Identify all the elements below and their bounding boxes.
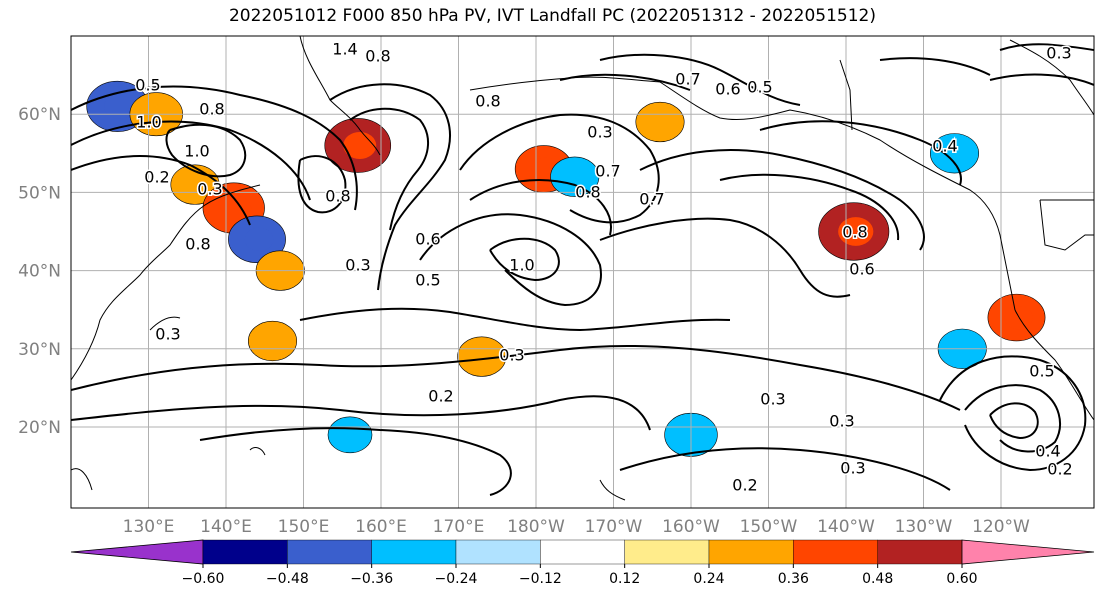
contour-label: 0.3 — [345, 256, 370, 275]
colorbar-segment — [455, 539, 541, 565]
lon-label: 170°W — [585, 517, 643, 537]
contour-label: 0.8 — [325, 187, 350, 206]
colorbar-segment — [202, 539, 288, 565]
contour-label: 0.5 — [747, 78, 772, 97]
contour-label: 0.2 — [428, 387, 453, 406]
lat-label: 50°N — [18, 183, 61, 203]
latitude-labels: 60°N 50°N 40°N 30°N 20°N — [18, 105, 61, 438]
colorbar-segment — [371, 539, 457, 565]
contour-label: 1.0 — [509, 256, 534, 275]
contour-label: 0.3 — [499, 346, 524, 365]
colorbar-tick-label: 0.48 — [862, 571, 893, 587]
contour-label: 0.3 — [829, 412, 854, 431]
contour-label: 0.8 — [475, 92, 500, 111]
colorbar-segment — [287, 539, 372, 565]
colorbar-segments — [70, 539, 1095, 565]
contour-label: 0.6 — [849, 260, 874, 279]
contour-label: 0.3 — [1046, 44, 1071, 63]
lat-label: 40°N — [18, 262, 61, 282]
lon-label: 130°E — [123, 517, 175, 537]
contour-label: 0.8 — [185, 235, 210, 254]
contour-label: 1.0 — [136, 113, 161, 132]
plot-area: 1.4 0.8 0.5 0.8 0.8 0.7 0.6 0.5 1.0 0.8 0.2 0.3 0.6 0… — [71, 36, 1094, 508]
colorbar-ticks: −0.60 −0.48 −0.36 −0.24 −0.12 0.12 0.24 0.36 0.4… — [182, 564, 978, 587]
contour-label: 0.2 — [144, 168, 169, 187]
contour-label: 0.5 — [135, 76, 160, 95]
contour-label: 1.4 — [332, 40, 357, 59]
colorbar-tick-label: 0.24 — [693, 571, 724, 587]
contour-label: 0.8 — [842, 223, 867, 242]
lat-label: 30°N — [18, 340, 61, 360]
lat-label: 20°N — [18, 418, 61, 438]
colorbar-segment — [793, 539, 878, 565]
colorbar-tick-label: −0.24 — [435, 571, 478, 587]
lon-label: 160°E — [355, 517, 407, 537]
colorbar-tick-label: −0.60 — [182, 571, 225, 587]
contour-label: 0.7 — [595, 162, 620, 181]
lon-label: 160°W — [662, 517, 720, 537]
contour-label: 0.2 — [732, 476, 757, 495]
lon-label: 120°W — [972, 517, 1030, 537]
colorbar-segment — [540, 539, 625, 565]
colorbar-tick-label: 0.60 — [946, 571, 977, 587]
pv-anomaly-core — [838, 217, 874, 246]
lon-label: 180°W — [507, 517, 565, 537]
colorbar-tick-label: 0.36 — [778, 571, 809, 587]
lon-label: 150°E — [278, 517, 330, 537]
longitude-labels: 130°E 140°E 150°E 160°E 170°E 180°W 170°W 160°W… — [123, 517, 1030, 537]
pv-anomaly-patch — [248, 320, 298, 362]
gridlines — [71, 36, 1094, 508]
contour-label: 0.6 — [715, 80, 740, 99]
contour-label: 0.8 — [365, 47, 390, 66]
colorbar-extend-low — [70, 539, 204, 565]
pv-contours — [71, 43, 1094, 496]
colorbar-segment — [624, 539, 710, 565]
lon-label: 140°W — [817, 517, 875, 537]
plot-frame — [70, 35, 1095, 509]
lon-label: 170°E — [433, 517, 485, 537]
contour-label: 0.3 — [197, 180, 222, 199]
colorbar-tick-label: −0.36 — [350, 571, 393, 587]
contour-label: 0.2 — [1047, 460, 1072, 479]
contour-label: 0.6 — [415, 230, 440, 249]
contour-label: 0.4 — [932, 137, 957, 156]
pv-anomaly-patch — [327, 416, 373, 454]
contour-label: 0.7 — [675, 70, 700, 89]
pv-anomaly-core — [244, 227, 274, 252]
contour-labels: 1.4 0.8 0.5 0.8 0.8 0.7 0.6 0.5 1.0 0.8 0.2 0.3 0.6 0… — [134, 38, 1074, 496]
contour-label: 0.3 — [155, 325, 180, 344]
colorbar: −0.60 −0.48 −0.36 −0.24 −0.12 0.12 0.24 0.36 0.4… — [70, 539, 1095, 587]
contour-label: 1.0 — [184, 142, 209, 161]
pv-anomaly-core — [220, 195, 252, 221]
map-title: 2022051012 F000 850 hPa PV, IVT Landfall… — [228, 6, 876, 26]
pv-anomaly-core — [1004, 305, 1033, 330]
pv-anomaly-patch — [929, 133, 979, 174]
contour-label: 0.3 — [760, 390, 785, 409]
colorbar-tick-label: −0.48 — [266, 571, 309, 587]
contour-label: 0.8 — [575, 183, 600, 202]
contour-label: 0.5 — [1029, 362, 1054, 381]
contour-label: 0.3 — [840, 459, 865, 478]
lon-label: 140°E — [200, 517, 252, 537]
contour-label: 0.4 — [1035, 442, 1060, 461]
pv-anomaly-patch — [550, 156, 600, 197]
pv-anomaly-core — [104, 93, 135, 119]
colorbar-segment — [708, 539, 794, 565]
contour-label: 0.8 — [199, 100, 224, 119]
colorbar-extend-high — [961, 539, 1095, 565]
lat-label: 60°N — [18, 105, 61, 125]
colorbar-tick-label: 0.12 — [609, 571, 640, 587]
colorbar-tick-label: −0.12 — [519, 571, 562, 587]
contour-label: 0.7 — [639, 190, 664, 209]
lon-label: 130°W — [895, 517, 953, 537]
pv-anomaly-patch — [635, 101, 685, 143]
lon-label: 150°W — [740, 517, 798, 537]
contour-label: 0.5 — [415, 271, 440, 290]
colorbar-segment — [877, 539, 963, 565]
contour-label: 0.3 — [587, 123, 612, 142]
